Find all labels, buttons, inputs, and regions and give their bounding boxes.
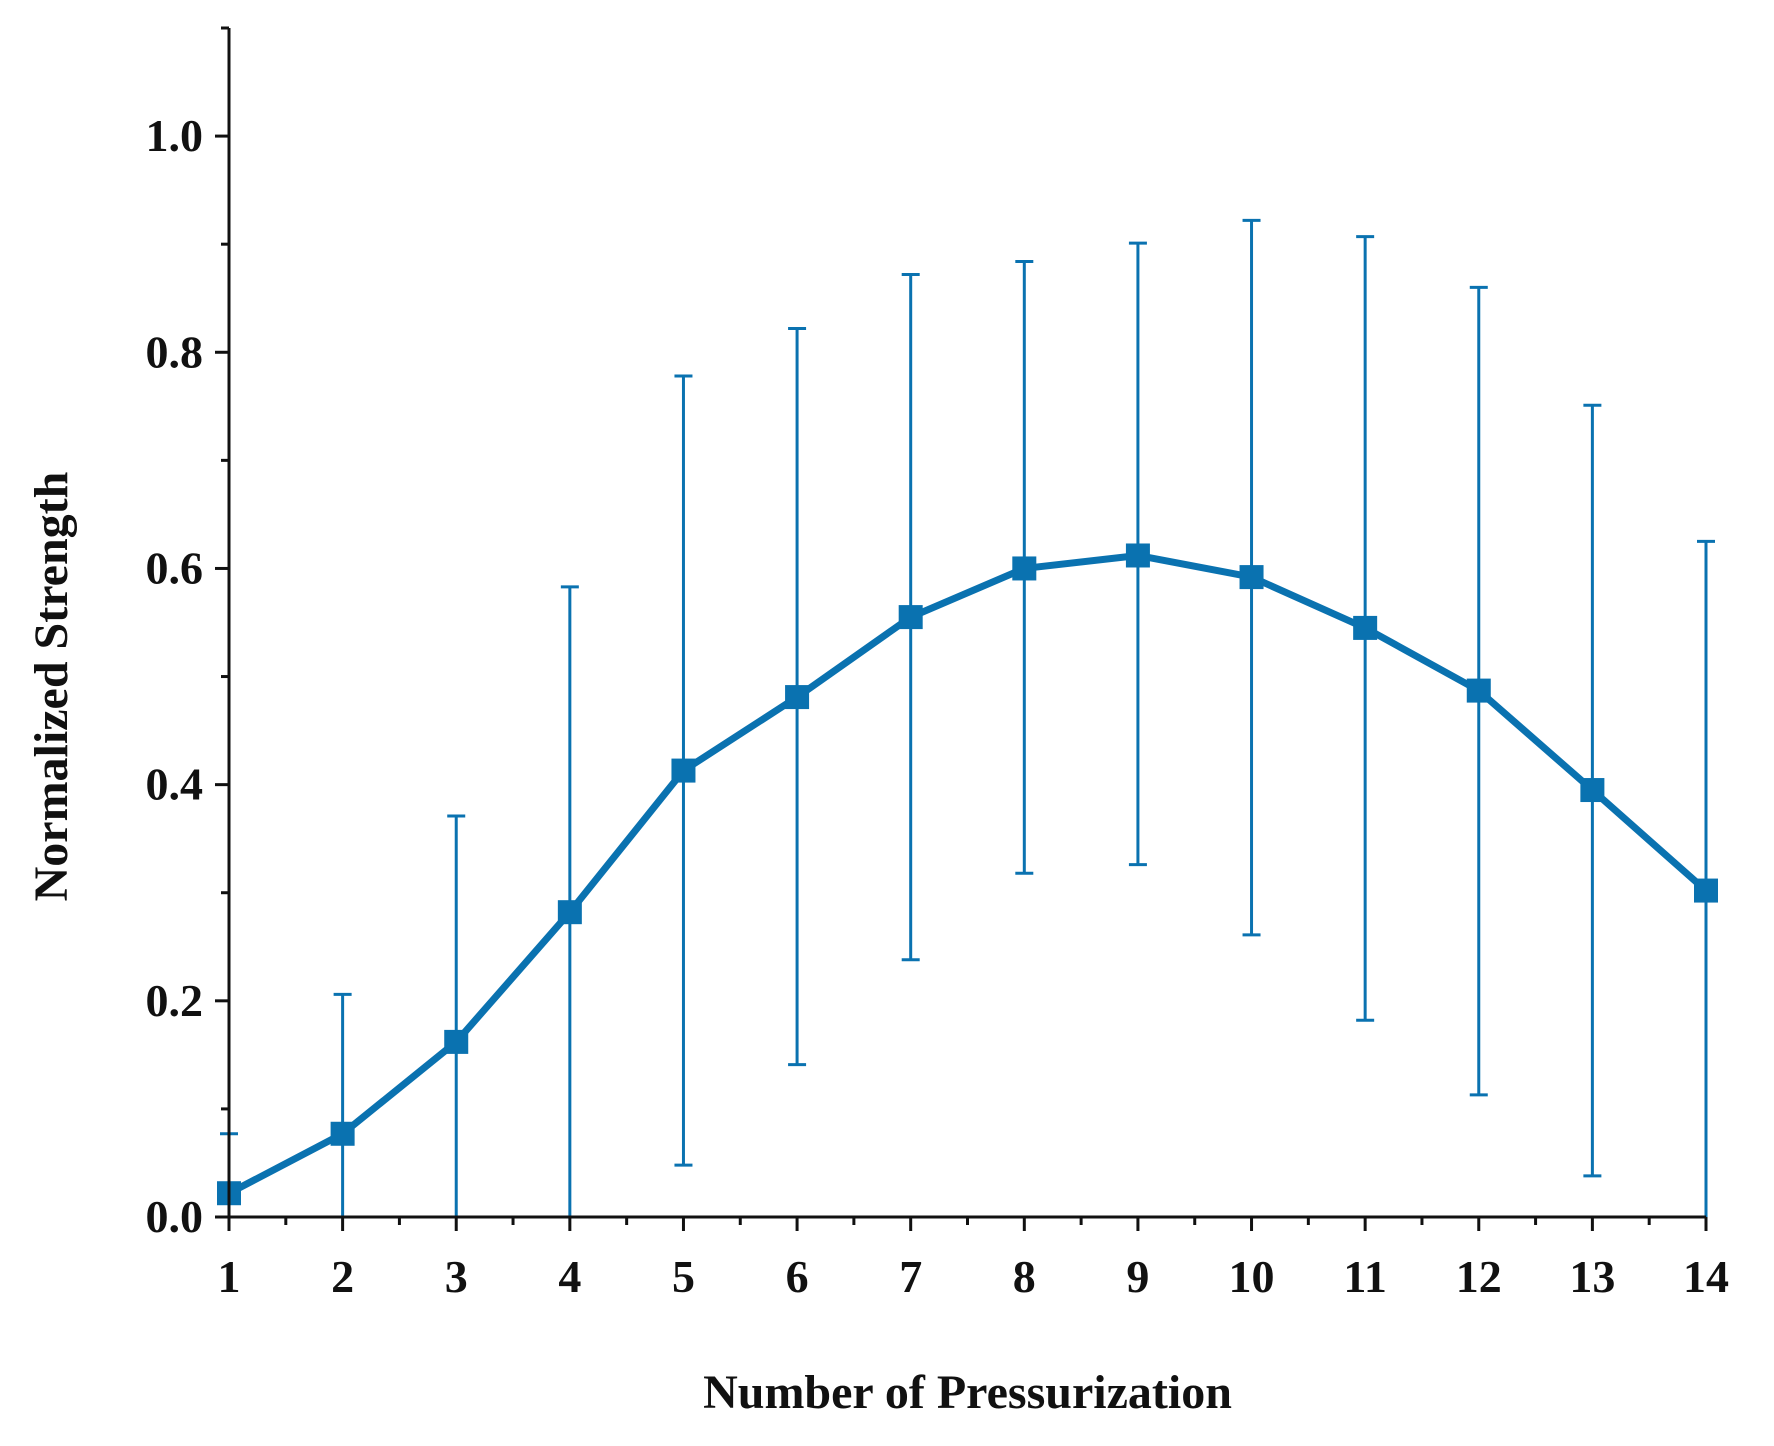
x-tick-label: 13 (1569, 1251, 1615, 1302)
x-tick-label: 6 (786, 1251, 809, 1302)
y-tick-label: 0.0 (146, 1191, 204, 1242)
x-tick-label: 4 (558, 1251, 581, 1302)
x-tick-label: 9 (1126, 1251, 1149, 1302)
error-bars (220, 218, 1715, 1217)
x-axis-title: Number of Pressurization (703, 1366, 1232, 1419)
x-tick-label: 10 (1229, 1251, 1275, 1302)
x-tick-label: 11 (1343, 1251, 1386, 1302)
y-tick-label: 0.4 (146, 759, 204, 810)
data-point-8 (1012, 556, 1037, 581)
y-tick-label: 0.8 (146, 326, 204, 377)
y-axis-title: Normalized Strength (25, 472, 78, 902)
data-point-6 (785, 685, 810, 710)
data-point-4 (557, 900, 582, 925)
x-tick-label: 8 (1013, 1251, 1036, 1302)
data-markers (217, 543, 1718, 1206)
y-tick-labels: 0.0 0.2 0.4 0.6 0.8 1.0 (146, 110, 204, 1242)
data-point-5 (671, 758, 696, 783)
x-tick-label: 7 (899, 1251, 922, 1302)
data-point-2 (330, 1121, 355, 1146)
data-point-14 (1694, 878, 1718, 903)
x-tick-label: 1 (218, 1251, 241, 1302)
data-point-13 (1580, 778, 1605, 803)
x-tick-label: 3 (445, 1251, 468, 1302)
data-point-12 (1466, 678, 1491, 703)
data-point-10 (1239, 565, 1264, 590)
x-tick-label: 5 (672, 1251, 695, 1302)
data-point-3 (444, 1029, 469, 1054)
x-tick-labels: 1 2 3 4 5 6 7 8 9 10 11 12 13 14 (218, 1251, 1730, 1302)
y-tick-label: 1.0 (146, 110, 204, 161)
series-line (227, 551, 1709, 1197)
data-point-7 (898, 605, 923, 630)
axes (215, 26, 1708, 1231)
x-tick-label: 14 (1683, 1251, 1729, 1302)
x-tick-label: 12 (1456, 1251, 1502, 1302)
y-tick-label: 0.6 (146, 542, 204, 593)
data-point-11 (1353, 615, 1378, 640)
x-tick-label: 2 (331, 1251, 354, 1302)
y-tick-label: 0.2 (146, 975, 204, 1026)
series-line-group (227, 551, 1709, 1197)
data-point-9 (1125, 543, 1150, 568)
